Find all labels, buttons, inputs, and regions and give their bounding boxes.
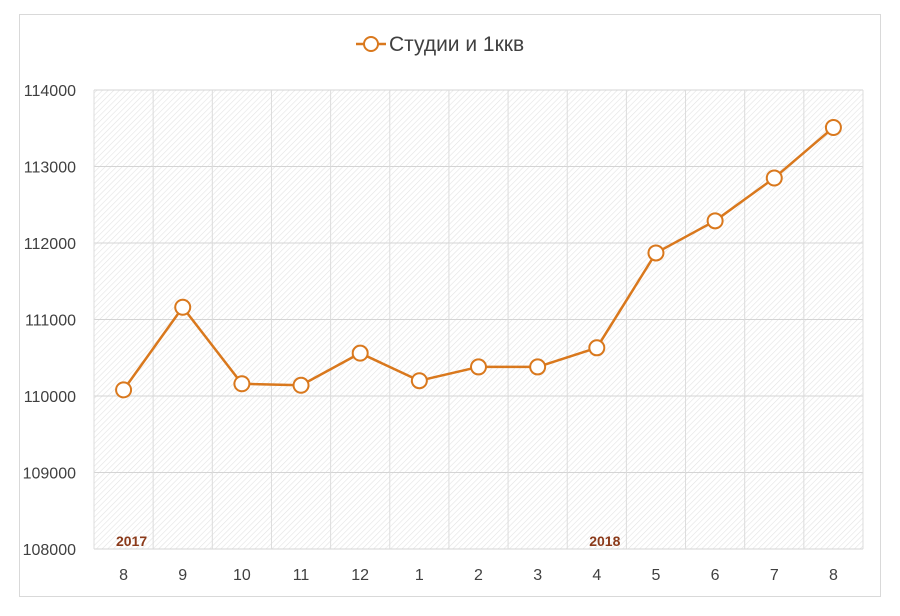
x-tick-label: 3 [533,567,542,584]
x-tick-label: 8 [119,567,128,584]
data-point [765,169,783,187]
x-tick-label: 12 [351,567,369,584]
series-line-group [115,118,842,399]
x-tick-label: 6 [711,567,720,584]
x-tick-label: 9 [178,567,187,584]
y-tick-label: 110000 [24,389,76,406]
year-label: 2018 [589,533,620,549]
gridlines [93,89,864,550]
y-tick-label: 113000 [24,160,76,177]
x-tick-label: 5 [652,567,661,584]
y-tick-label: 108000 [23,542,76,559]
data-point [470,358,487,376]
x-axis-labels: 8 9 10 11 12 1 2 3 4 5 6 7 8 [119,567,838,584]
data-point [174,298,192,316]
y-tick-label: 114000 [24,83,76,100]
y-tick-label: 109000 [23,466,76,483]
y-tick-label: 111000 [25,313,76,330]
data-point [588,339,606,357]
data-point [824,118,842,136]
data-point [410,372,428,390]
x-tick-label: 10 [233,567,251,584]
data-point [351,344,369,362]
y-axis-labels: 108000 109000 110000 111000 112000 113000 1140… [23,83,76,559]
x-tick-label: 4 [592,567,601,584]
data-point [529,358,547,376]
y-tick-label: 112000 [24,236,76,253]
data-point [706,212,724,230]
x-tick-label: 2 [474,567,483,584]
legend-label: Студии и 1ккв [389,33,524,56]
year-label: 2017 [116,533,147,549]
data-point [647,244,665,262]
legend-circle-marker [363,36,379,52]
data-point [292,376,310,394]
x-tick-label: 7 [770,567,779,584]
x-tick-label: 1 [415,567,424,584]
x-tick-label: 11 [293,567,310,584]
legend: Студии и 1ккв [356,33,524,56]
year-labels: 2017 2018 [116,533,621,549]
data-point [233,375,251,393]
x-tick-label: 8 [829,567,838,584]
data-point [115,381,133,399]
